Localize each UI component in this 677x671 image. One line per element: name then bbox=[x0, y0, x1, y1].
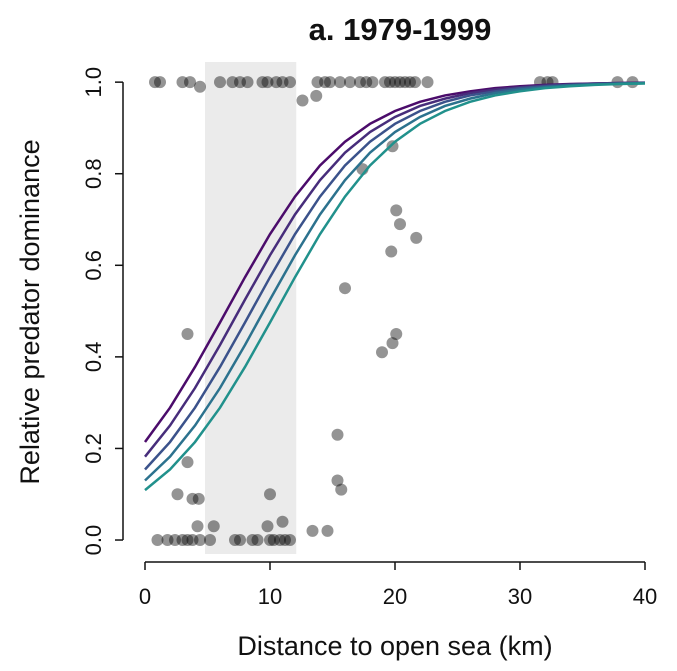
data-point bbox=[366, 76, 379, 89]
data-point bbox=[181, 456, 194, 469]
data-point bbox=[284, 534, 296, 547]
data-point bbox=[276, 76, 289, 89]
y-tick-label: 1.0 bbox=[81, 67, 106, 98]
data-point bbox=[410, 231, 423, 244]
data-point bbox=[296, 94, 309, 107]
data-point bbox=[321, 524, 334, 537]
data-point bbox=[256, 76, 269, 89]
data-point bbox=[149, 76, 161, 89]
data-point bbox=[181, 327, 194, 340]
data-point bbox=[241, 76, 254, 89]
data-point bbox=[261, 520, 274, 533]
data-point bbox=[176, 534, 189, 547]
x-axis-label: Distance to open sea (km) bbox=[237, 631, 552, 661]
y-tick-label: 0.6 bbox=[81, 250, 106, 281]
data-point bbox=[251, 534, 264, 547]
data-point bbox=[376, 346, 388, 359]
data-point bbox=[226, 76, 239, 89]
data-point bbox=[335, 483, 348, 496]
data-point bbox=[191, 520, 204, 533]
data-point bbox=[319, 76, 331, 89]
data-point bbox=[306, 524, 319, 537]
y-tick-label: 0.8 bbox=[81, 158, 106, 189]
data-point bbox=[207, 520, 220, 533]
data-point bbox=[386, 337, 399, 350]
data-point bbox=[310, 89, 323, 102]
data-point bbox=[394, 76, 406, 89]
data-point bbox=[274, 534, 286, 547]
data-point bbox=[234, 534, 246, 547]
data-point bbox=[390, 204, 403, 217]
data-point bbox=[234, 76, 246, 89]
data-point bbox=[360, 76, 373, 89]
data-point bbox=[194, 80, 206, 93]
data-point bbox=[399, 76, 411, 89]
data-point bbox=[421, 76, 434, 89]
data-point bbox=[181, 534, 194, 547]
data-point bbox=[171, 488, 184, 501]
data-point bbox=[154, 76, 166, 89]
data-point bbox=[270, 76, 283, 89]
data-point bbox=[194, 534, 206, 547]
y-axis-label: Relative predator dominance bbox=[15, 139, 45, 484]
data-point bbox=[229, 534, 241, 547]
data-point bbox=[184, 76, 196, 89]
fitted-curve bbox=[144, 82, 646, 492]
data-point bbox=[276, 515, 289, 528]
data-point bbox=[192, 492, 205, 505]
x-tick-label: 20 bbox=[383, 584, 407, 609]
data-point bbox=[344, 76, 356, 89]
data-point bbox=[264, 534, 276, 547]
data-point bbox=[394, 218, 406, 231]
data-point bbox=[390, 327, 403, 340]
x-tick-label: 0 bbox=[139, 584, 151, 609]
data-point bbox=[264, 488, 276, 501]
x-tick-label: 10 bbox=[258, 584, 282, 609]
data-point bbox=[339, 282, 351, 295]
y-tick-label: 0.2 bbox=[81, 433, 106, 464]
data-point bbox=[389, 76, 401, 89]
chart-title: a. 1979-1999 bbox=[309, 12, 492, 47]
data-point bbox=[334, 76, 346, 89]
data-point bbox=[204, 534, 216, 547]
y-tick-label: 0.0 bbox=[81, 525, 106, 556]
data-point bbox=[176, 76, 189, 89]
data-point bbox=[404, 76, 416, 89]
data-point bbox=[324, 76, 336, 89]
data-point bbox=[311, 76, 324, 89]
data-point bbox=[385, 245, 398, 258]
shaded-region bbox=[205, 62, 297, 554]
data-point bbox=[284, 76, 296, 89]
data-point bbox=[151, 534, 164, 547]
data-point bbox=[331, 428, 344, 441]
data-point bbox=[246, 534, 259, 547]
data-point bbox=[379, 76, 391, 89]
data-point bbox=[267, 534, 280, 547]
y-tick-label: 0.4 bbox=[81, 342, 106, 373]
data-point bbox=[354, 76, 366, 89]
data-point bbox=[409, 76, 421, 89]
data-point bbox=[186, 492, 199, 505]
x-tick-label: 30 bbox=[508, 584, 532, 609]
data-point bbox=[161, 534, 174, 547]
data-point bbox=[279, 534, 291, 547]
data-point bbox=[331, 474, 344, 487]
x-tick-label: 40 bbox=[633, 584, 657, 609]
data-point bbox=[384, 76, 396, 89]
data-point bbox=[186, 534, 199, 547]
data-point bbox=[261, 76, 274, 89]
data-point bbox=[169, 534, 181, 547]
data-point bbox=[386, 140, 399, 153]
data-point bbox=[214, 76, 226, 89]
